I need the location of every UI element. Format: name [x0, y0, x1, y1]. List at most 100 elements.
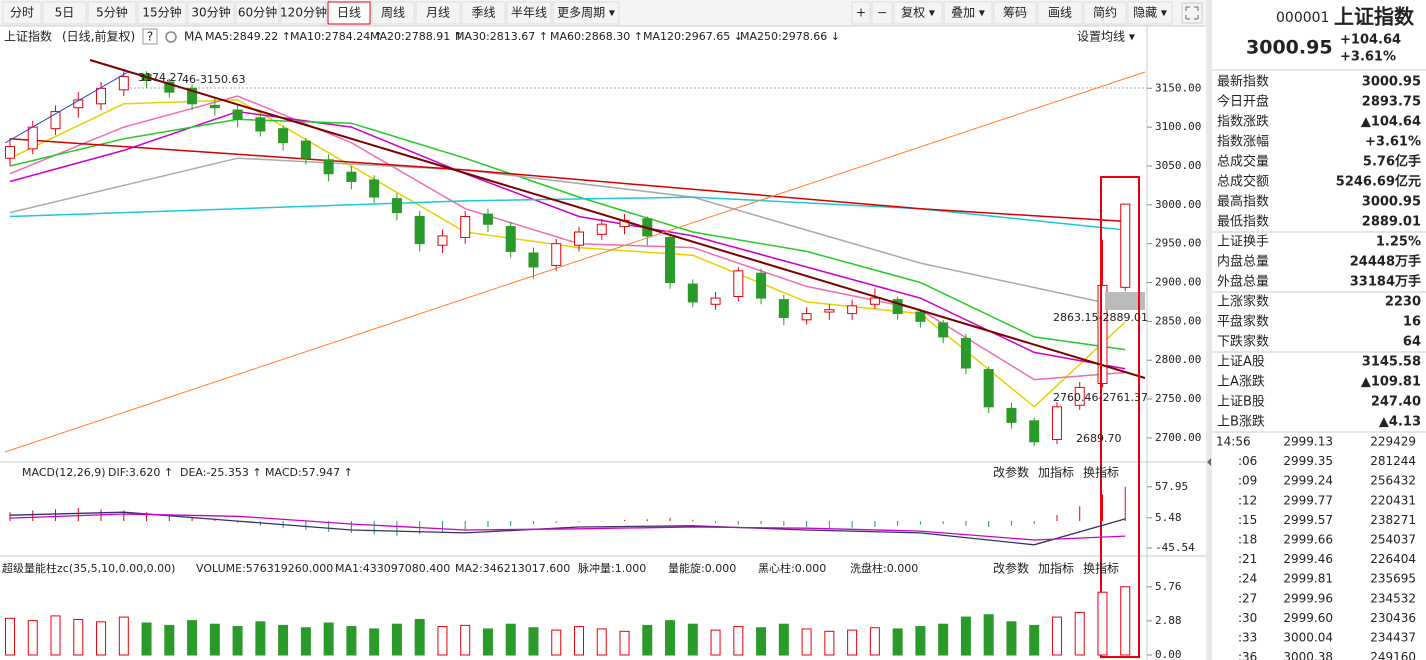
- tick-price: 3000.38: [1283, 650, 1333, 660]
- candle-body: [983, 369, 994, 408]
- volume-bar: [1074, 611, 1085, 656]
- volume-bar: [209, 623, 220, 656]
- indicator-button[interactable]: 改参数: [993, 561, 1029, 576]
- candle-body: [1120, 203, 1131, 288]
- ma-legend: MA120:2967.65 ↓: [643, 30, 743, 43]
- tick-price: 2999.81: [1283, 572, 1333, 586]
- period-button[interactable]: [280, 1, 327, 25]
- splitter[interactable]: [1206, 0, 1212, 660]
- period-label: 5分钟: [96, 5, 128, 20]
- candle-body: [369, 179, 380, 198]
- ma-line: [9, 118, 1126, 351]
- candle-body: [756, 272, 767, 299]
- period-button[interactable]: [42, 1, 87, 25]
- candle-body: [482, 213, 493, 225]
- tool-button[interactable]: [1127, 1, 1173, 25]
- indicator-button[interactable]: 加指标: [1038, 561, 1074, 576]
- ma-line: [9, 196, 1126, 231]
- y-tick-label: 3150.00: [1155, 81, 1201, 94]
- annotation: 2689.70: [1076, 432, 1122, 445]
- y-tick-label: -45.54: [1155, 541, 1195, 554]
- tool-label: −: [877, 6, 887, 20]
- ma-settings[interactable]: 设置均线 ▾: [1077, 30, 1135, 44]
- period-button[interactable]: [235, 1, 280, 25]
- candle-body: [232, 109, 243, 120]
- quote-value: ▲104.64: [1361, 115, 1421, 130]
- ma-legend: MA5:2849.22 ↑: [205, 30, 291, 43]
- volume-bar: [50, 615, 61, 656]
- quote-value: 3145.58: [1362, 355, 1421, 370]
- volume-bar: [369, 628, 380, 656]
- volume-header: 量能旋:0.000: [668, 561, 736, 575]
- volume-header: 脉冲量:1.000: [578, 561, 646, 575]
- volume-bar: [255, 621, 266, 656]
- quote-value: 3000.95: [1362, 195, 1421, 210]
- period-button[interactable]: [506, 1, 552, 25]
- period-label: 120分钟: [280, 5, 327, 20]
- volume-bar: [187, 620, 198, 656]
- candle-body: [209, 104, 220, 109]
- tool-button[interactable]: [993, 1, 1037, 25]
- volume-header: MA1:433097080.400: [335, 562, 450, 575]
- ma-legend: MA10:2784.24 ↑: [290, 30, 383, 43]
- tick-time: 14:56: [1216, 435, 1251, 449]
- tool-button[interactable]: [1037, 1, 1083, 25]
- candle-body: [1097, 284, 1108, 385]
- indicator-button[interactable]: 换指标: [1083, 465, 1119, 480]
- tool-button[interactable]: [893, 1, 943, 25]
- volume-bar: [5, 617, 15, 656]
- help-box[interactable]: [142, 28, 158, 45]
- fullscreen-button[interactable]: [1181, 2, 1203, 24]
- candle-body: [915, 311, 926, 322]
- macd-header: DEA:-25.353 ↑: [180, 466, 262, 479]
- period-button[interactable]: [327, 1, 371, 25]
- period-button[interactable]: [2, 1, 42, 25]
- ma-legend: MA20:2788.91 ↑: [370, 30, 463, 43]
- period-button[interactable]: [461, 1, 506, 25]
- indicator-button[interactable]: 换指标: [1083, 561, 1119, 576]
- volume-bar: [482, 628, 493, 656]
- tick-time: :21: [1238, 552, 1257, 566]
- period-button[interactable]: [187, 1, 235, 25]
- y-tick-label: 2950.00: [1155, 237, 1201, 250]
- y-tick-label: 2.88: [1155, 614, 1182, 627]
- candle-body: [869, 297, 880, 305]
- candle-body: [187, 87, 198, 105]
- volume-bar: [96, 621, 107, 656]
- tick-volume: 235695: [1370, 572, 1416, 586]
- annotation: 2760.46-2761.37: [1053, 391, 1148, 404]
- tick-time: :33: [1238, 631, 1257, 645]
- volume-bar: [118, 616, 129, 656]
- indicator-button[interactable]: 加指标: [1038, 465, 1074, 480]
- period-button[interactable]: [552, 1, 620, 25]
- indicator-button[interactable]: 改参数: [993, 465, 1029, 480]
- tick-volume: 249160: [1370, 650, 1416, 660]
- stock-change: +104.64: [1340, 33, 1401, 48]
- y-tick-label: 3000.00: [1155, 198, 1201, 211]
- period-button[interactable]: [415, 1, 461, 25]
- candle-body: [437, 235, 448, 246]
- tool-button[interactable]: [1083, 1, 1127, 25]
- tick-volume: 254037: [1370, 533, 1416, 547]
- tool-button[interactable]: [871, 1, 893, 25]
- tick-time: :09: [1238, 474, 1257, 488]
- quote-label: 上证A股: [1217, 355, 1265, 370]
- price-range-box: [1105, 292, 1145, 310]
- gear-icon[interactable]: [165, 31, 177, 43]
- tool-label: 简约: [1093, 5, 1117, 20]
- volume-bar: [551, 629, 562, 656]
- period-label: 60分钟: [238, 5, 277, 20]
- tool-button[interactable]: [943, 1, 993, 25]
- ma-line: [9, 157, 1126, 308]
- volume-bar: [574, 626, 584, 656]
- y-tick-label: 3100.00: [1155, 120, 1201, 133]
- period-button[interactable]: [87, 1, 137, 25]
- period-button[interactable]: [137, 1, 187, 25]
- period-button[interactable]: [371, 1, 415, 25]
- tool-label: 画线: [1048, 6, 1072, 20]
- stock-name: 上证指数: [1334, 5, 1415, 29]
- tool-button[interactable]: [851, 1, 871, 25]
- y-tick-label: 5.48: [1155, 511, 1182, 524]
- quote-value: +3.61%: [1365, 135, 1421, 150]
- period-label: 月线: [426, 6, 450, 20]
